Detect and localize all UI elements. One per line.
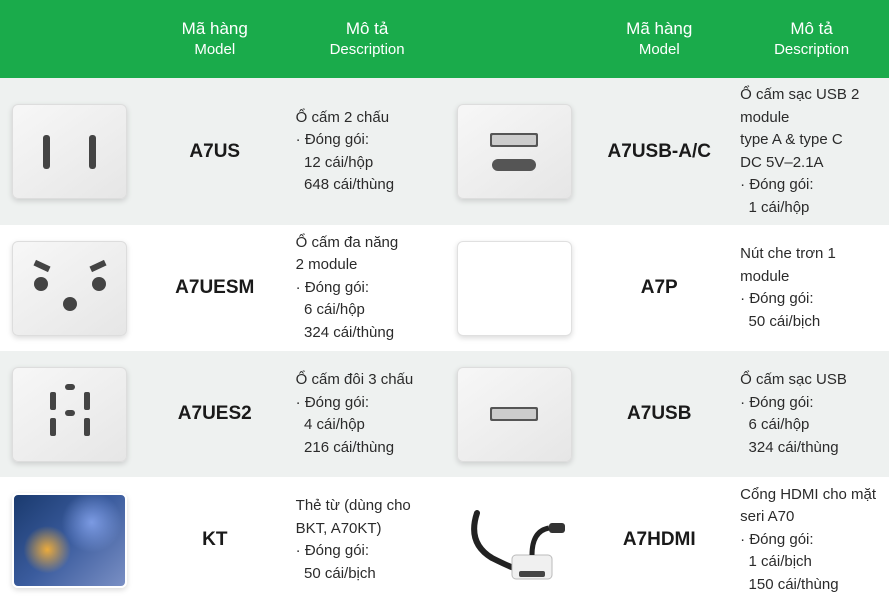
cell-model: A7UESM <box>140 277 290 299</box>
cell-image <box>445 493 585 588</box>
cell-description: Ổ cấm sạc USB 2 moduletype A & type CDC … <box>734 84 889 219</box>
table-row: KTThẻ từ (dùng cho BKT, A70KT)· Đóng gói… <box>0 477 889 603</box>
cell-description: Ổ cấm sạc USB· Đóng gói: 6 cái/hộp 324 c… <box>734 369 889 459</box>
header-image-right <box>445 0 585 78</box>
cell-model: A7P <box>584 277 734 299</box>
table-row: A7UESMỔ cấm đa năng2 module· Đóng gói: 6… <box>0 225 889 351</box>
header-desc-left: Mô tả Description <box>290 0 445 78</box>
product-image <box>457 367 572 462</box>
cell-model: KT <box>140 529 290 551</box>
cell-model: A7USB <box>584 403 734 425</box>
product-image <box>12 104 127 199</box>
table-row: A7UES2Ổ cấm đôi 3 chấu· Đóng gói: 4 cái/… <box>0 351 889 477</box>
product-image <box>457 104 572 199</box>
header-model-en: Model <box>194 40 235 60</box>
cell-image <box>0 241 140 336</box>
header-desc-en: Description <box>330 40 405 60</box>
product-image <box>457 241 572 336</box>
product-image <box>12 367 127 462</box>
header-desc-right: Mô tả Description <box>734 0 889 78</box>
cell-image <box>445 104 585 199</box>
header-desc-vn-2: Mô tả <box>790 18 833 40</box>
header-model-vn: Mã hàng <box>182 18 248 40</box>
product-image <box>12 241 127 336</box>
product-image <box>457 493 572 588</box>
product-table: Mã hàng Model Mô tả Description Mã hàng … <box>0 0 889 588</box>
header-desc-vn: Mô tả <box>346 18 389 40</box>
cell-image <box>0 367 140 462</box>
cell-description: Cổng HDMI cho mặt seri A70· Đóng gói: 1 … <box>734 484 889 597</box>
header-model-vn-2: Mã hàng <box>626 18 692 40</box>
header-model-left: Mã hàng Model <box>140 0 290 78</box>
cell-description: Ổ cấm đôi 3 chấu· Đóng gói: 4 cái/hộp 21… <box>290 369 445 459</box>
header-image-left <box>0 0 140 78</box>
cell-model: A7US <box>140 141 290 163</box>
cell-image <box>0 104 140 199</box>
table-header: Mã hàng Model Mô tả Description Mã hàng … <box>0 0 889 78</box>
cell-model: A7UES2 <box>140 403 290 425</box>
cell-model: A7USB-A/C <box>584 141 734 163</box>
cell-image <box>445 241 585 336</box>
cell-description: Ổ cấm 2 chấu· Đóng gói: 12 cái/hộp 648 c… <box>290 107 445 197</box>
header-model-en-2: Model <box>639 40 680 60</box>
cell-image <box>0 493 140 588</box>
header-model-right: Mã hàng Model <box>584 0 734 78</box>
cell-description: Ổ cấm đa năng2 module· Đóng gói: 6 cái/h… <box>290 232 445 345</box>
table-body: A7USỔ cấm 2 chấu· Đóng gói: 12 cái/hộp 6… <box>0 78 889 603</box>
cell-model: A7HDMI <box>584 529 734 551</box>
table-row: A7USỔ cấm 2 chấu· Đóng gói: 12 cái/hộp 6… <box>0 78 889 225</box>
product-image <box>12 493 127 588</box>
header-desc-en-2: Description <box>774 40 849 60</box>
cell-image <box>445 367 585 462</box>
cell-description: Nút che trơn 1 module· Đóng gói: 50 cái/… <box>734 243 889 333</box>
cell-description: Thẻ từ (dùng cho BKT, A70KT)· Đóng gói: … <box>290 495 445 585</box>
